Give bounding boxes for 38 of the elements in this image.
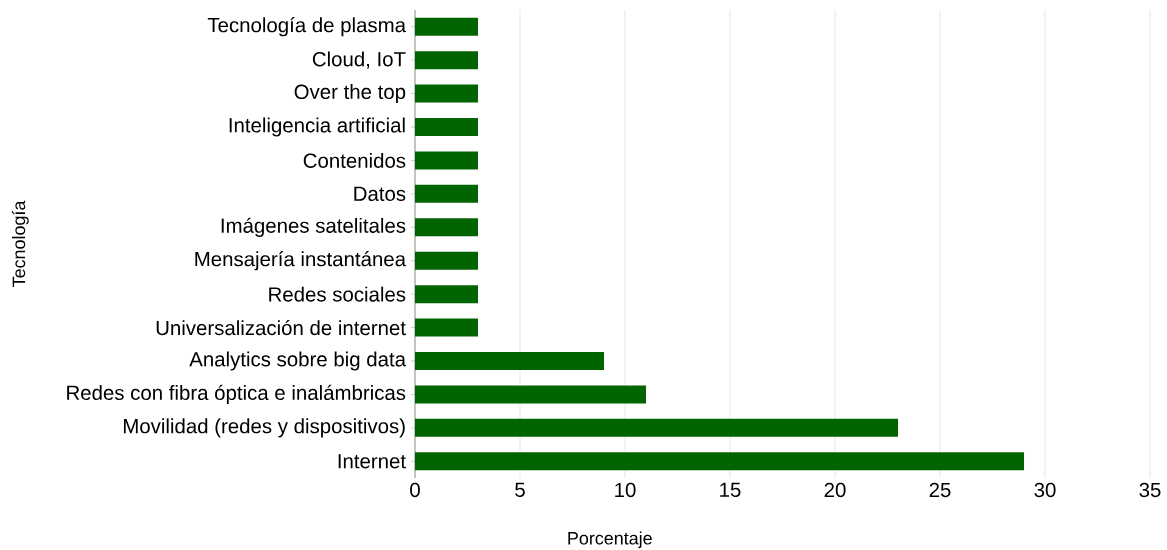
y-tick-label: Universalización de internet	[156, 319, 406, 336]
y-tick-label: Datos	[354, 186, 406, 201]
bar	[415, 84, 478, 103]
y-tick-label: Cloud, IoT	[312, 51, 406, 69]
y-tick-label: Contenidos	[303, 152, 406, 168]
x-tick-label: 25	[929, 482, 951, 498]
y-tick-label: Analytics sobre big data	[189, 351, 407, 371]
x-tick-label: 30	[1034, 482, 1056, 498]
bar	[415, 385, 646, 404]
bar	[415, 352, 604, 370]
bar	[415, 318, 478, 337]
x-tick-label: 20	[824, 482, 846, 498]
bar	[415, 251, 478, 270]
y-tick-label: Internet	[338, 454, 406, 469]
x-tick-label: 35	[1139, 482, 1161, 498]
bar	[415, 184, 478, 203]
y-tick-label: Redes sociales	[269, 286, 406, 302]
bar	[415, 51, 478, 70]
bar	[415, 218, 478, 237]
bar	[415, 118, 478, 136]
y-tick-label: Movilidad (redes y dispositivos)	[123, 418, 405, 438]
x-tick-label: 5	[515, 482, 525, 497]
bar	[415, 151, 478, 170]
y-tick-label: Tecnología de plasma	[207, 17, 407, 37]
y-tick-label: Redes con fibra óptica e inalámbricas	[67, 384, 406, 405]
bar	[415, 418, 898, 437]
x-tick-label: 0	[410, 482, 420, 498]
bar	[415, 17, 478, 36]
y-tick-label: Mensajería instantánea	[195, 251, 407, 271]
bar	[415, 285, 478, 304]
y-tick-label: Over the top	[294, 84, 406, 104]
x-tick-label: 10	[615, 482, 636, 498]
y-axis-title: Tecnología	[11, 200, 29, 287]
bar	[415, 452, 1024, 471]
y-tick-label: Inteligencia artificial	[229, 117, 405, 137]
x-axis-title: Porcentaje	[568, 531, 652, 549]
y-tick-label: Imágenes satelitales	[221, 217, 406, 237]
x-tick-label: 15	[720, 482, 741, 497]
